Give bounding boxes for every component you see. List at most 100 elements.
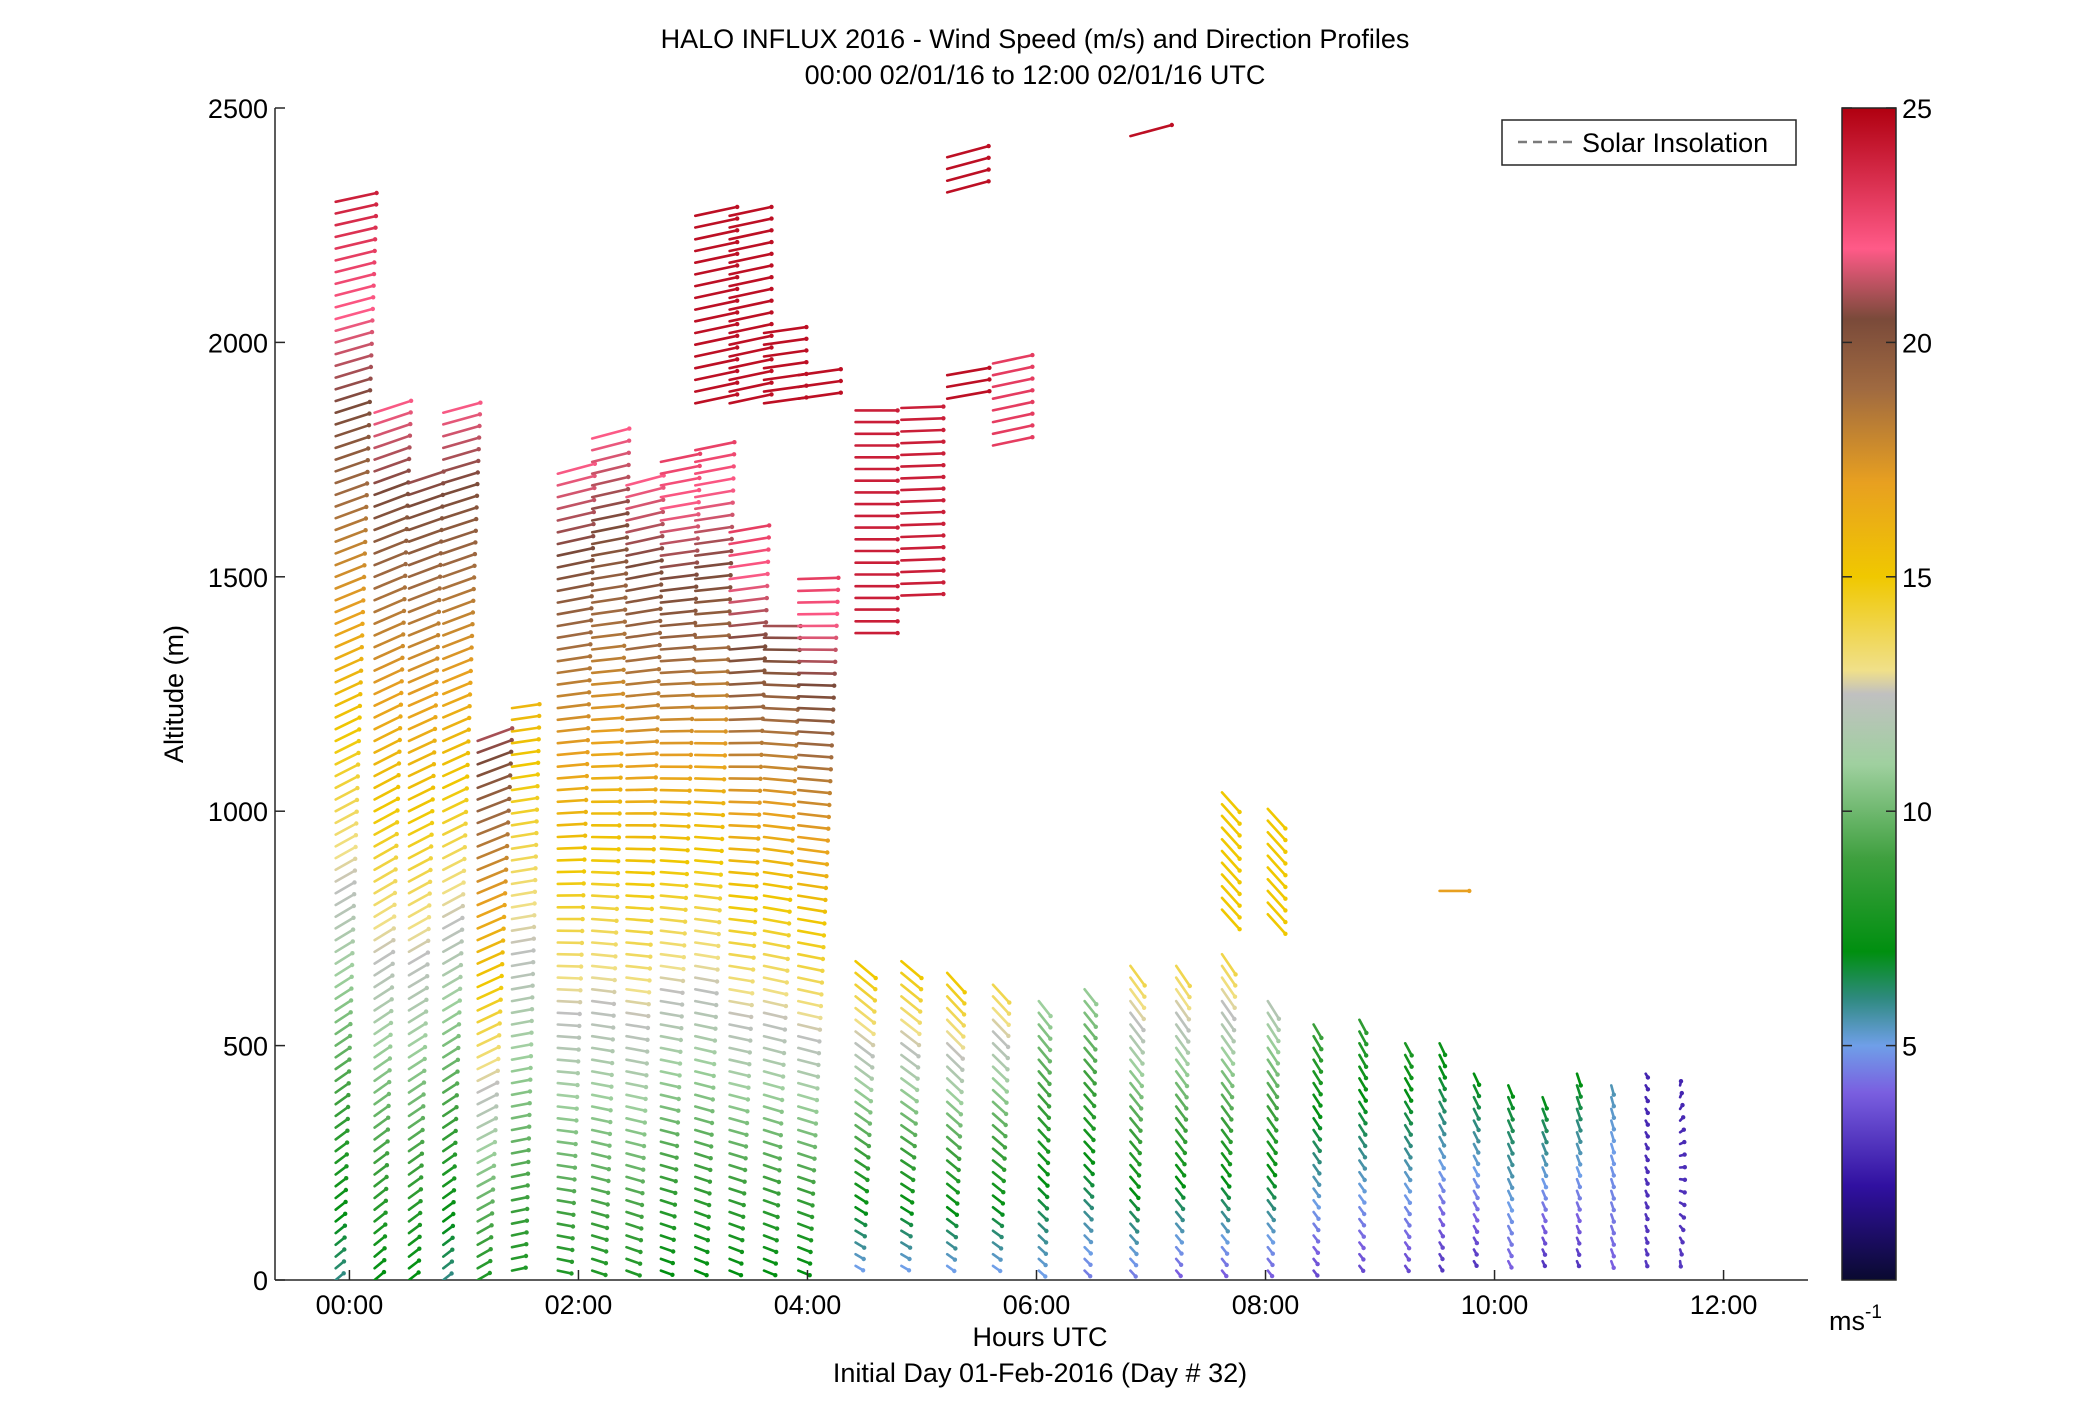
wind-vector [796,765,833,771]
wind-vector [373,492,410,508]
wind-vector-head [695,536,700,541]
wind-vector [762,694,800,700]
wind-vector-head [418,1210,423,1216]
wind-vector-head [473,528,478,533]
wind-vector-head [804,324,809,330]
wind-vector [762,1234,779,1242]
wind-vector [441,1011,461,1024]
wind-vector-head [917,1031,922,1037]
wind-vector [334,493,369,508]
wind-vector [476,939,505,954]
wind-vector-head [1091,1115,1097,1120]
wind-vector-head [769,321,774,327]
wind-vector [334,845,357,860]
wind-vector-head [533,842,539,848]
wind-vector [1266,1105,1278,1121]
wind-vector [373,1175,388,1188]
wind-vector [407,563,442,579]
wind-vector-head [1682,1165,1688,1170]
wind-vector-head [458,962,464,968]
wind-vector [334,739,361,754]
wind-vector-head [452,1152,458,1157]
wind-vector-head [911,1166,916,1171]
wind-vector-head [361,598,366,603]
wind-vector-head [817,1039,822,1044]
wind-vector [510,925,536,933]
wind-vector [334,342,374,356]
wind-vector-head [348,1010,353,1015]
wind-vector-head [723,729,728,734]
wind-vector-head [354,809,359,814]
wind-vector-head [778,1144,783,1150]
wind-vector [796,1081,819,1090]
wind-vector-head [1228,1150,1233,1156]
wind-vector-head [1272,1173,1278,1178]
wind-vector-head [343,1199,348,1205]
wind-vector [590,728,624,733]
wind-vector [590,788,622,792]
wind-vector [693,489,735,499]
wind-vector [373,974,394,989]
wind-vector [900,1112,918,1125]
wind-vector [510,820,538,827]
wind-vector-head [1407,1234,1412,1240]
wind-vector-head [1442,1098,1447,1103]
wind-vector-head [1440,1222,1446,1228]
wind-vector [945,1065,964,1083]
wind-vector-head [455,1081,460,1086]
wind-vector [1129,1081,1143,1099]
wind-vector-head [535,795,540,801]
wind-vector-head [421,1092,426,1097]
wind-vector-head [780,1074,786,1079]
wind-vector-head [769,228,774,233]
wind-vector-head [1645,1122,1651,1127]
wind-vector [945,389,991,401]
wind-vector-head [941,580,946,585]
wind-vector-head [917,1020,922,1025]
wind-vector [407,668,439,684]
wind-vector [762,741,798,747]
wind-vector [991,1030,1010,1049]
wind-vector-head [474,493,480,498]
wind-vector-head [758,776,763,781]
wind-vector-head [1283,884,1288,890]
wind-vector-head [1544,1151,1549,1156]
wind-vector-head [491,1163,497,1169]
wind-vector-head [365,469,370,475]
wind-vector [796,588,840,593]
wind-vector [476,1045,501,1059]
wind-vector [728,1011,753,1019]
wind-vector [854,1147,870,1159]
wind-vector-head [435,633,441,638]
wind-vector-head [914,1087,920,1093]
wind-vector [659,609,697,616]
wind-vector-head [499,973,504,979]
wind-vector-head [1006,1022,1011,1027]
wind-vector [334,1117,350,1129]
wind-vector [556,738,590,745]
wind-vector [659,693,695,698]
wind-vector-head [1187,1006,1192,1011]
wind-vector-head [1138,1117,1144,1122]
wind-vector [659,905,687,912]
wind-vector [334,505,368,520]
wind-vector [510,1137,531,1143]
wind-vector [796,952,825,961]
wind-vector-head [492,1139,498,1145]
wind-vector-head [408,398,414,403]
wind-vector-head [1169,122,1175,128]
wind-vector-head [769,368,774,374]
wind-vector [556,594,594,604]
wind-vector [476,821,510,836]
wind-vector [693,477,735,487]
wind-vector-head [723,717,729,722]
wind-vector-head [1475,1184,1481,1189]
wind-vector-head [719,836,725,842]
wind-vector [334,1093,350,1106]
wind-vector [441,494,479,508]
wind-vector-head [392,902,397,907]
wind-vector [556,987,582,992]
wind-vector-head [1645,1110,1651,1116]
wind-vector [728,596,769,604]
wind-vector [334,249,377,262]
